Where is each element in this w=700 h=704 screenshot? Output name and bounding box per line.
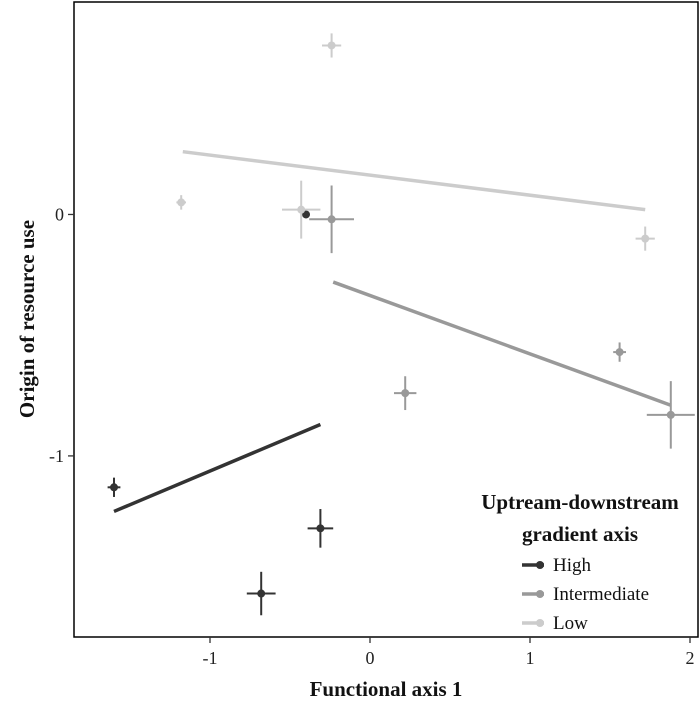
fit-line-intermediate	[332, 280, 672, 407]
data-point-high	[246, 571, 276, 616]
point-marker	[297, 205, 306, 214]
legend-item-intermediate: Intermediate	[522, 584, 649, 605]
point-marker	[401, 389, 410, 398]
legend-title-line-2: gradient axis	[522, 522, 638, 546]
legend-label: Intermediate	[553, 584, 649, 605]
x-tick-label: -1	[203, 648, 218, 668]
x-axis: -1 0 1 2	[203, 637, 695, 668]
legend-swatch-marker	[536, 590, 544, 598]
legend-label: High	[553, 555, 592, 576]
data-point-low	[282, 180, 321, 239]
point-marker	[257, 589, 266, 598]
data-point-low	[635, 226, 655, 251]
y-tick-label: -1	[49, 446, 64, 466]
data-point-intermediate	[394, 376, 417, 411]
x-tick-label: 2	[686, 648, 695, 668]
legend-item-low: Low	[522, 613, 588, 634]
legend: Uptream-downstream gradient axis High Int…	[481, 490, 679, 634]
point-marker	[615, 348, 624, 357]
y-axis-title: Origin of resource use	[15, 220, 39, 418]
data-point-high	[107, 477, 121, 497]
fit-line-low	[182, 149, 646, 212]
data-point-high	[307, 509, 334, 548]
point-marker	[110, 483, 118, 492]
x-axis-title: Functional axis 1	[310, 677, 463, 701]
point-marker	[327, 215, 336, 224]
fit-lines	[113, 149, 672, 514]
x-tick-label: 0	[366, 648, 375, 668]
legend-title-line-1: Uptream-downstream	[481, 490, 679, 514]
point-marker	[327, 41, 336, 50]
data-points	[107, 33, 695, 616]
point-marker	[641, 234, 650, 243]
x-tick-label: 1	[526, 648, 535, 668]
data-point-intermediate	[309, 185, 354, 254]
legend-entries: High Intermediate Low	[522, 555, 649, 634]
point-marker	[666, 410, 675, 419]
data-point-low	[322, 33, 342, 58]
legend-swatch-marker	[536, 561, 544, 569]
data-point-intermediate	[613, 342, 626, 362]
legend-swatch-marker	[536, 619, 544, 627]
legend-item-high: High	[522, 555, 592, 576]
point-marker	[316, 524, 325, 533]
fit-line-high	[113, 422, 322, 514]
y-axis: 0 -1	[49, 204, 74, 466]
y-tick-label: 0	[55, 204, 64, 224]
data-point-intermediate	[646, 381, 695, 449]
point-marker	[177, 198, 186, 207]
plot-panel	[73, 1, 699, 638]
legend-label: Low	[553, 613, 588, 634]
data-point-low	[176, 195, 186, 210]
